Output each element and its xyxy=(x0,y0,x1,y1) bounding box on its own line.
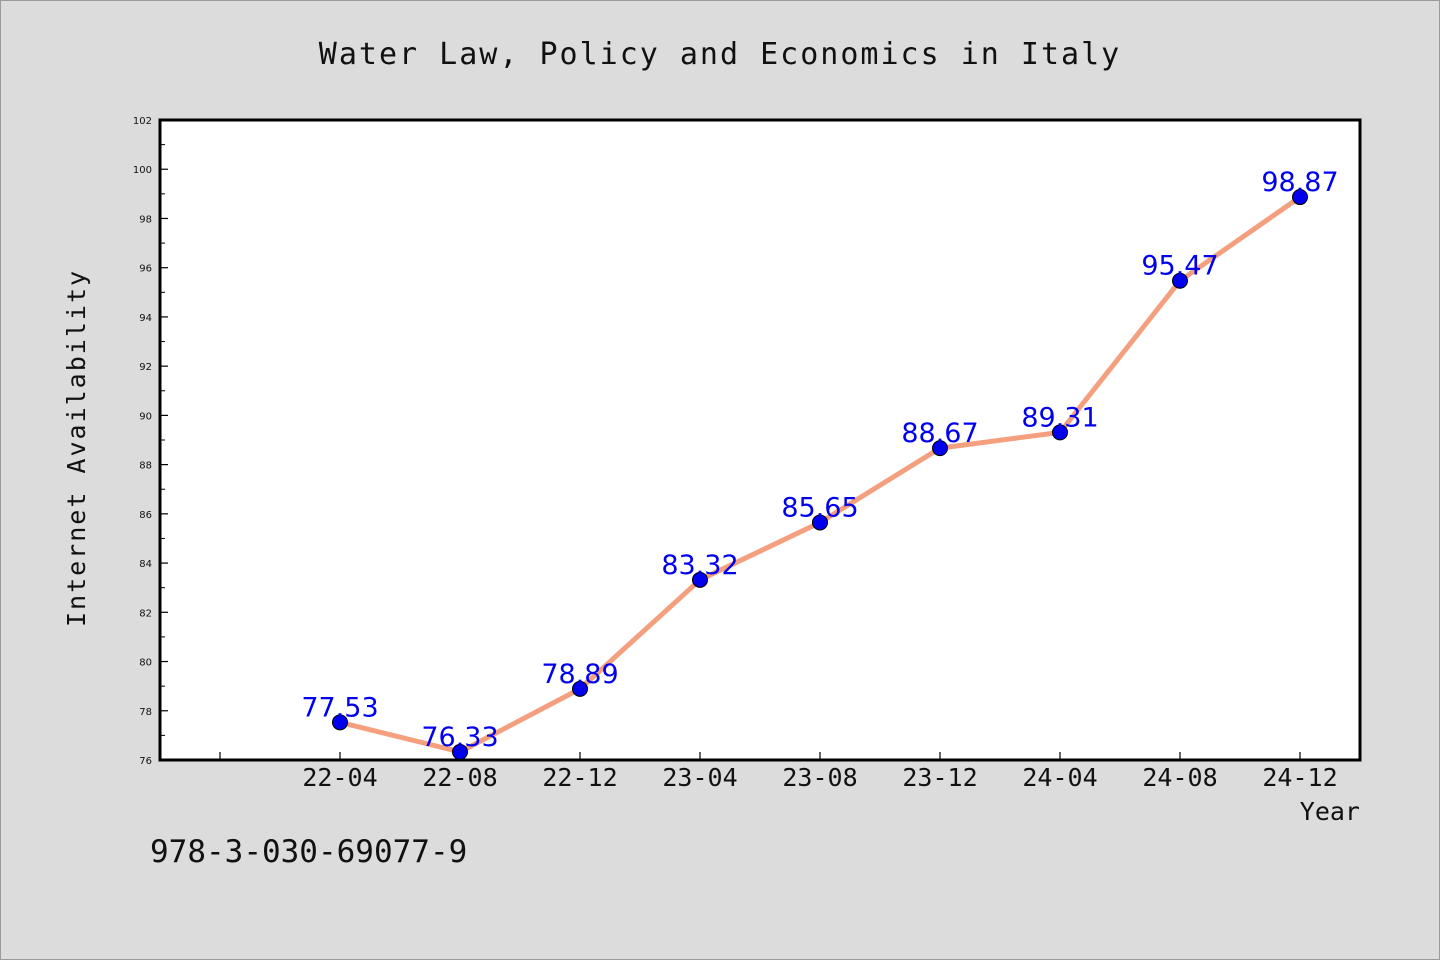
footer-code: 978-3-030-69077-9 xyxy=(150,834,468,870)
y-tick-label: 90 xyxy=(139,411,152,422)
x-tick-label: 22-04 xyxy=(302,763,377,792)
y-tick-label: 84 xyxy=(139,559,152,570)
data-label: 89.31 xyxy=(1021,402,1098,433)
y-tick-label: 102 xyxy=(133,116,152,127)
data-point xyxy=(932,440,948,457)
data-label: 88.67 xyxy=(901,418,978,449)
x-tick-label: 22-08 xyxy=(422,763,497,792)
y-tick-label: 78 xyxy=(139,707,152,718)
y-tick-label: 100 xyxy=(133,165,152,176)
data-label: 77.53 xyxy=(301,692,378,723)
data-point xyxy=(1292,189,1308,206)
x-tick-label: 24-12 xyxy=(1262,763,1337,792)
x-tick-label: 23-04 xyxy=(662,763,737,792)
data-label: 85.65 xyxy=(781,492,858,523)
x-tick-label: 24-08 xyxy=(1142,763,1217,792)
y-tick-label: 76 xyxy=(139,756,152,767)
y-tick-label: 96 xyxy=(139,264,152,275)
y-axis-label: Internet Availability xyxy=(62,269,91,627)
x-tick-label: 24-04 xyxy=(1022,763,1097,792)
data-label: 83.32 xyxy=(661,550,738,581)
data-label: 76.33 xyxy=(421,722,498,753)
y-tick-label: 86 xyxy=(139,510,152,521)
y-tick-label: 88 xyxy=(139,461,152,472)
x-tick-label: 22-12 xyxy=(542,763,617,792)
data-point xyxy=(1172,272,1188,289)
data-point xyxy=(452,743,468,760)
data-label: 98.87 xyxy=(1261,167,1338,198)
data-point xyxy=(332,714,348,731)
data-label: 95.47 xyxy=(1141,251,1218,282)
x-axis-ticks: 22-04 22-08 22-12 23-04 23-08 23-12 24-04 24-08… xyxy=(219,752,1338,792)
y-tick-label: 94 xyxy=(139,313,152,324)
data-point xyxy=(692,571,708,588)
y-tick-label: 80 xyxy=(139,658,152,669)
x-axis-label: Year xyxy=(1300,797,1360,826)
y-tick-label: 98 xyxy=(139,214,152,225)
series-layer: 77.53 76.33 78.89 83.32 85.65 88.67 89.31 95.47… xyxy=(301,167,1339,760)
data-point xyxy=(1052,424,1068,441)
x-tick-label: 23-12 xyxy=(902,763,977,792)
data-label: 78.89 xyxy=(541,659,618,690)
data-point xyxy=(812,514,828,531)
chart-title: Water Law, Policy and Economics in Italy xyxy=(319,37,1121,72)
y-tick-label: 92 xyxy=(139,362,152,373)
plot-area xyxy=(158,118,1362,762)
data-point xyxy=(572,680,588,697)
x-tick-label: 23-08 xyxy=(782,763,857,792)
y-tick-label: 82 xyxy=(139,608,152,619)
y-axis-ticks: 76 78 80 82 84 86 88 90 92 94 96 98 100 102 xyxy=(133,116,168,767)
